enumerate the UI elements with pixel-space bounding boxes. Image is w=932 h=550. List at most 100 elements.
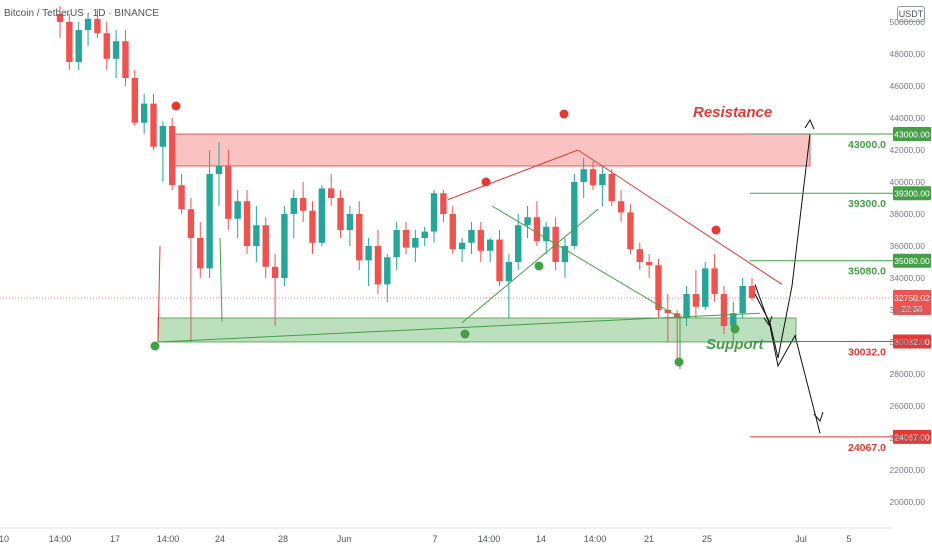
x-tick-label: 21 bbox=[644, 534, 654, 544]
candle-body bbox=[533, 217, 541, 242]
candle-body bbox=[290, 198, 297, 214]
price-tag bbox=[893, 253, 931, 268]
candle-body bbox=[599, 174, 606, 186]
resistance-label: Resistance bbox=[693, 104, 772, 121]
x-tick-label: 14:00 bbox=[478, 534, 501, 544]
x-tick-label: 14:00 bbox=[584, 534, 607, 544]
candle-body bbox=[56, 14, 64, 22]
candle-body bbox=[561, 246, 569, 262]
resistance-zone bbox=[172, 133, 811, 167]
candle-body bbox=[159, 126, 167, 147]
y-tick-label: 46000.00 bbox=[890, 81, 926, 91]
swing-point-dot bbox=[674, 357, 684, 367]
bearish-projection-path bbox=[754, 284, 821, 434]
y-tick-label: 48000.00 bbox=[890, 49, 926, 59]
pattern-line bbox=[219, 237, 223, 322]
candle-body bbox=[711, 268, 718, 294]
candle-body bbox=[589, 169, 597, 186]
x-tick-label: 5 bbox=[846, 534, 851, 544]
target-level-label: 24067.0 bbox=[848, 442, 886, 454]
candle-body bbox=[84, 18, 92, 30]
candle-body bbox=[318, 188, 326, 243]
candle-body bbox=[169, 126, 176, 186]
price-tag bbox=[893, 186, 931, 201]
candle-body bbox=[253, 225, 260, 246]
x-tick-label: 17 bbox=[110, 534, 120, 544]
x-tick-label: 24 bbox=[215, 534, 225, 544]
arrow-head bbox=[763, 315, 773, 327]
candle-body bbox=[739, 286, 746, 314]
candle-body bbox=[262, 225, 269, 267]
y-tick-label: 42000.00 bbox=[890, 145, 926, 155]
candle-body bbox=[617, 201, 625, 213]
y-tick-label: 32000.00 bbox=[890, 305, 926, 315]
candle-body bbox=[421, 231, 428, 238]
bar-countdown: 22:38 bbox=[901, 304, 923, 314]
candle-body bbox=[393, 230, 400, 258]
candle-body bbox=[730, 313, 737, 326]
candle-body bbox=[384, 257, 391, 285]
candle-body bbox=[571, 182, 578, 246]
candle-body bbox=[477, 230, 485, 251]
candle-body bbox=[449, 214, 456, 250]
y-tick-label: 22000.00 bbox=[890, 465, 926, 475]
candle-body bbox=[655, 265, 662, 310]
y-tick-label: 38000.00 bbox=[890, 209, 926, 219]
swing-point-dot bbox=[730, 324, 740, 334]
y-tick-label: 44000.00 bbox=[890, 113, 926, 123]
candle-body bbox=[103, 33, 110, 59]
candle-body bbox=[122, 41, 129, 78]
x-tick-label: Jul bbox=[795, 534, 807, 544]
y-tick-label: 36000.00 bbox=[890, 241, 926, 251]
price-tag-label: 30032.00 bbox=[894, 337, 930, 347]
candle-body bbox=[627, 212, 634, 250]
candle-body bbox=[440, 193, 447, 214]
candle-body bbox=[608, 174, 615, 202]
price-tag-label: 39300.00 bbox=[894, 189, 930, 199]
chart-title: Bitcoin / TetherUS · 1D · BINANCE bbox=[4, 8, 159, 19]
candle-body bbox=[75, 30, 82, 62]
arrow-head bbox=[804, 118, 815, 130]
candle-body bbox=[580, 169, 587, 182]
swing-point-dot bbox=[481, 177, 491, 187]
candle-body bbox=[356, 214, 363, 261]
candle-body bbox=[66, 22, 73, 62]
candle-body bbox=[346, 214, 354, 230]
y-tick-label: 40000.00 bbox=[890, 177, 926, 187]
candle-body bbox=[187, 209, 195, 238]
swing-point-dot bbox=[534, 261, 544, 271]
currency-badge[interactable]: USDT bbox=[897, 6, 925, 22]
candle-body bbox=[327, 188, 335, 198]
candle-body bbox=[702, 268, 709, 307]
candle-body bbox=[197, 238, 204, 269]
x-tick-label: 28 bbox=[278, 534, 288, 544]
y-tick-label: 30000.00 bbox=[890, 337, 926, 347]
candle-body bbox=[458, 242, 466, 250]
candle-body bbox=[281, 214, 288, 278]
x-tick-label: 14 bbox=[536, 534, 546, 544]
candle-body bbox=[215, 166, 223, 174]
pattern-line bbox=[157, 312, 761, 343]
candle-body bbox=[243, 201, 251, 246]
candle-body bbox=[664, 310, 672, 314]
candle-body bbox=[412, 238, 419, 248]
price-tag bbox=[893, 429, 931, 444]
y-tick-label: 26000.00 bbox=[890, 401, 926, 411]
candle-body bbox=[402, 230, 410, 248]
price-tag-label: 35080.00 bbox=[894, 256, 930, 266]
candle-body bbox=[309, 210, 316, 243]
candle-body bbox=[720, 294, 728, 326]
arrow-head bbox=[813, 411, 824, 422]
target-level-label: 39300.0 bbox=[848, 198, 886, 210]
y-tick-label: 20000.00 bbox=[890, 497, 926, 507]
candle-body bbox=[673, 313, 681, 318]
candle-body bbox=[131, 78, 139, 123]
pattern-line bbox=[461, 208, 599, 324]
x-tick-label: 14:00 bbox=[49, 534, 72, 544]
candle-body bbox=[524, 217, 531, 226]
swing-point-dot bbox=[171, 101, 181, 111]
candle-body bbox=[112, 41, 120, 59]
candle-body bbox=[365, 246, 372, 261]
y-tick-label: 34000.00 bbox=[890, 273, 926, 283]
